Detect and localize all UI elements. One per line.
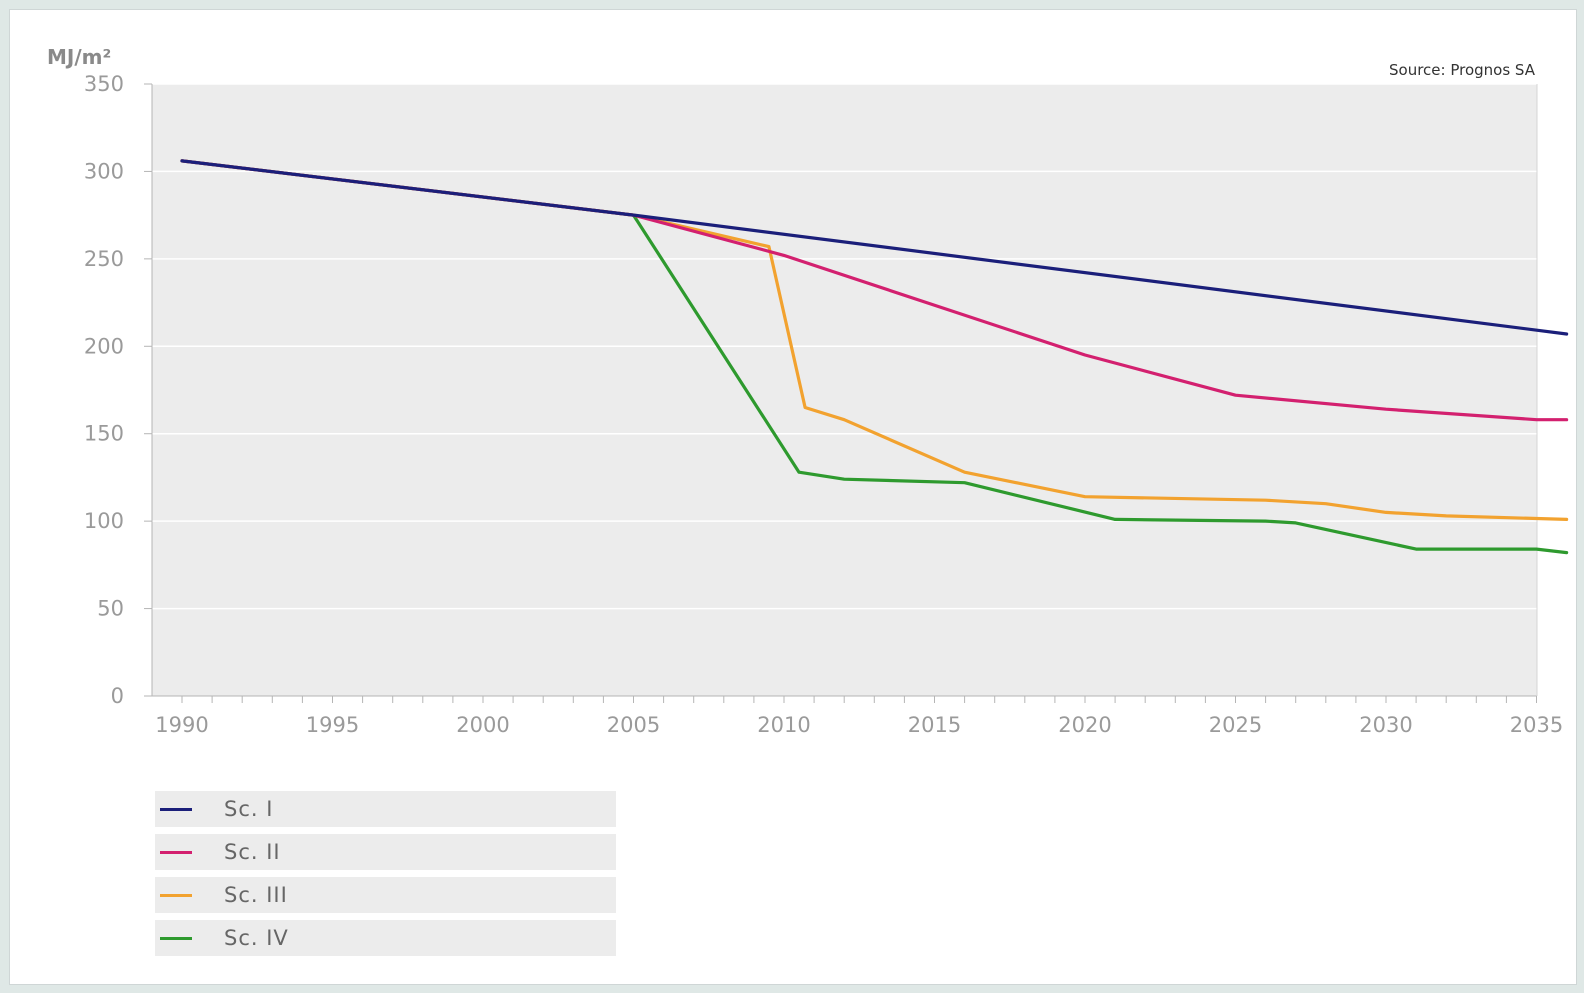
y-tick-label: 150: [84, 422, 124, 446]
x-tick-label: 2000: [456, 713, 509, 737]
legend-item: Sc. I: [155, 791, 616, 827]
x-tick-label: 2035: [1510, 713, 1563, 737]
plot-area: [152, 84, 1537, 696]
legend-label: Sc. II: [224, 840, 281, 864]
legend-swatch: [160, 936, 192, 940]
x-tick-label: 2025: [1209, 713, 1262, 737]
legend-swatch: [160, 807, 192, 811]
y-axis-unit-label: MJ/m²: [47, 45, 111, 69]
y-tick-label: 250: [84, 247, 124, 271]
legend-swatch: [160, 893, 192, 897]
legend-item: Sc. III: [155, 877, 616, 913]
y-tick-label: 200: [84, 334, 124, 358]
source-note: Source: Prognos SA: [1389, 61, 1536, 79]
legend-label: Sc. I: [224, 797, 274, 821]
x-tick-label: 2015: [908, 713, 961, 737]
y-tick-label: 100: [84, 509, 124, 533]
x-tick-label: 2030: [1359, 713, 1412, 737]
series-line-2: [180, 159, 1569, 422]
x-tick-label: 2010: [757, 713, 810, 737]
x-tick-label: 1995: [306, 713, 359, 737]
x-tick-label: 2005: [607, 713, 660, 737]
x-tick-label: 2020: [1058, 713, 1111, 737]
legend-swatch: [160, 850, 192, 854]
y-tick-label: 0: [111, 684, 124, 708]
legend-item: Sc. II: [155, 834, 616, 870]
series-line-4: [180, 159, 1569, 555]
chart-legend: Sc. I Sc. II Sc. III Sc. IV: [155, 791, 616, 963]
series-line-1: [180, 159, 1569, 336]
legend-item: Sc. IV: [155, 920, 616, 956]
y-tick-label: 50: [97, 597, 124, 621]
y-tick-label: 350: [84, 72, 124, 96]
series-line-3: [180, 159, 1569, 521]
x-tick-label: 1990: [155, 713, 208, 737]
legend-label: Sc. III: [224, 883, 288, 907]
y-tick-label: 300: [84, 159, 124, 183]
legend-label: Sc. IV: [224, 926, 289, 950]
